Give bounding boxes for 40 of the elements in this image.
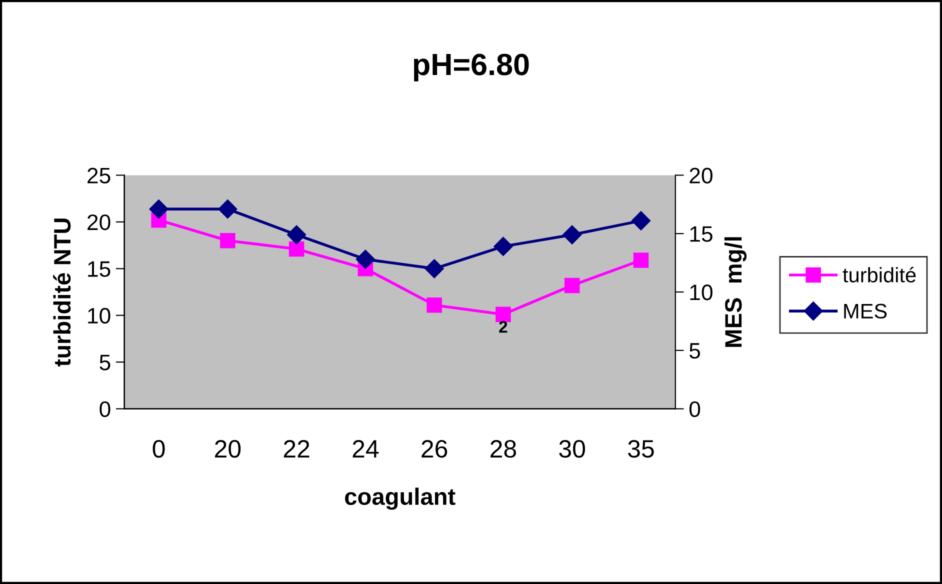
y2-tick-label: 10 [690, 284, 712, 300]
point [288, 241, 304, 257]
x-tick-label: 26 [422, 440, 448, 458]
y-tick-label: 0 [100, 401, 110, 418]
chart-title: pH=6.80 [414, 54, 529, 82]
y2-axis-title: MES mg/l [724, 237, 747, 347]
legend-label: turbidité [842, 266, 916, 282]
x-tick-label: 24 [352, 440, 379, 458]
point [424, 259, 444, 278]
y-axis-title: turbidité NTU [53, 218, 71, 366]
point [494, 236, 513, 256]
point [287, 225, 306, 244]
x-tick-label: 22 [284, 440, 310, 458]
point [426, 297, 442, 313]
x-tick-label: 20 [215, 440, 241, 458]
point [562, 225, 582, 244]
point [564, 278, 580, 294]
point [356, 250, 375, 269]
point [631, 211, 651, 230]
legend-label: MES [844, 304, 887, 319]
y-tick-label: 25 [88, 168, 110, 184]
point [220, 232, 236, 248]
y2-tick-label: 20 [690, 168, 712, 184]
x-tick-label: 30 [559, 440, 586, 458]
x-axis-title: coagulant [345, 488, 456, 510]
x-tick-label: 35 [628, 440, 654, 458]
y2-tick-label: 15 [690, 226, 712, 242]
annotation: 2 [499, 320, 508, 333]
point [218, 200, 238, 219]
point [149, 200, 168, 219]
x-tick-label: 0 [152, 440, 165, 458]
x-tick-label: 28 [490, 440, 516, 458]
y2-tick-label: 5 [689, 343, 700, 359]
y-tick-label: 15 [88, 261, 110, 277]
y-tick-label: 5 [100, 354, 110, 370]
y-tick-label: 10 [88, 308, 110, 324]
y2-tick-label: 0 [689, 401, 700, 418]
y-tick-label: 20 [88, 214, 110, 230]
point [633, 252, 649, 268]
point [496, 306, 511, 322]
